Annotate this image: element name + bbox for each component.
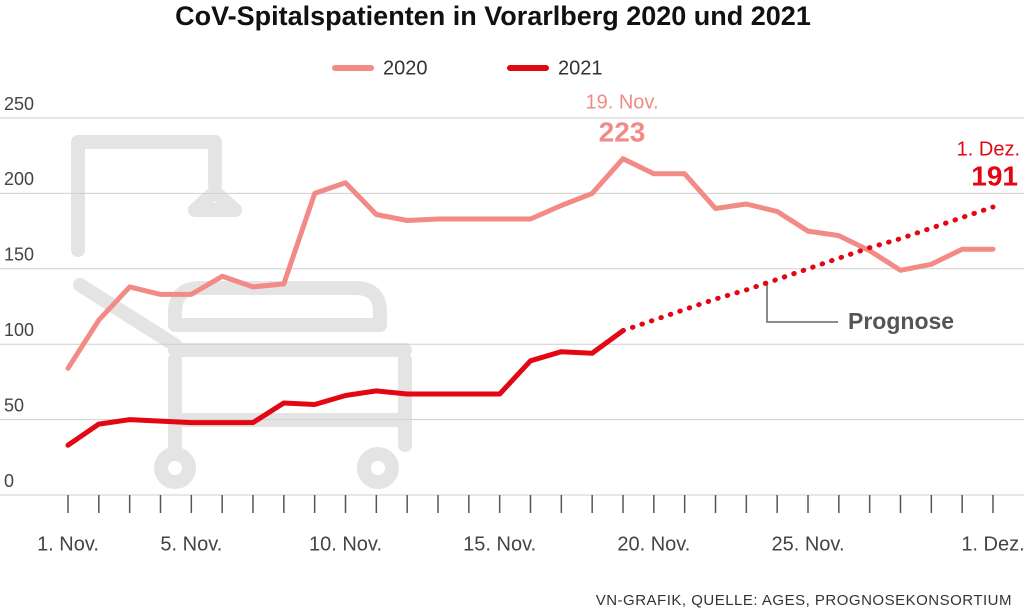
x-tick-label: 15. Nov.: [463, 533, 536, 555]
source: VN-GRAFIK, QUELLE: AGES, PROGNOSEKONSORT…: [596, 592, 1012, 609]
background-icon: [71, 135, 412, 489]
x-tick-label: 20. Nov.: [617, 533, 690, 555]
annotation-date: 19. Nov.: [586, 91, 659, 113]
series-line: [65, 156, 996, 371]
y-tick-label: 250: [4, 94, 34, 114]
annotation-date: 1. Dez.: [957, 138, 1020, 160]
y-tick-label: 200: [4, 169, 34, 189]
y-tick-label: 150: [4, 245, 34, 265]
y-tick-label: 100: [4, 320, 34, 340]
x-tick-label: 10. Nov.: [309, 533, 382, 555]
x-tick-label: 1. Dez.: [961, 533, 1024, 555]
x-tick-label: 25. Nov.: [772, 533, 845, 555]
x-tick-label: 5. Nov.: [160, 533, 222, 555]
legend-label: 2021: [558, 57, 603, 79]
annotation-label: Prognose: [848, 308, 954, 334]
annotation-leader: [766, 285, 838, 323]
series-line: [65, 328, 626, 448]
legend-label: 2020: [383, 57, 428, 79]
y-tick-label: 0: [4, 471, 14, 491]
annotation-value: 191: [971, 160, 1018, 191]
chart-title: CoV-Spitalspatienten in Vorarlberg 2020 …: [175, 1, 811, 31]
x-tick-label: 1. Nov.: [37, 533, 99, 555]
y-tick-label: 50: [4, 395, 24, 415]
annotation-value: 223: [599, 116, 646, 147]
